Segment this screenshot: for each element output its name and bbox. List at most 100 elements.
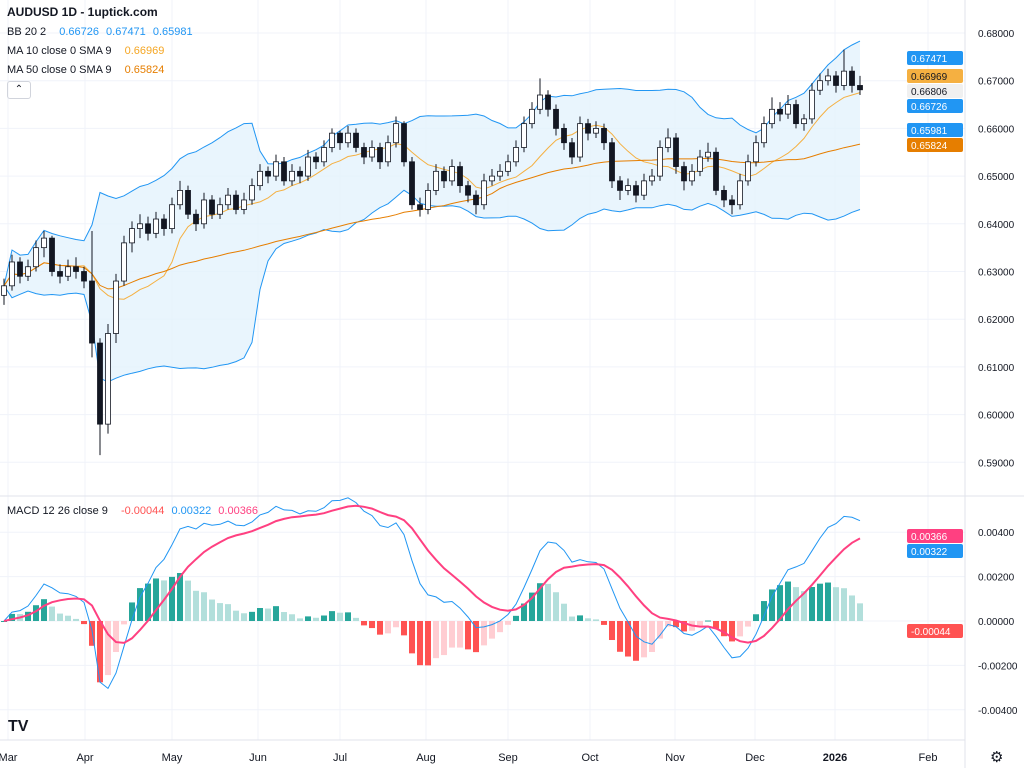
ma10-legend[interactable]: MA 10 close 0 SMA 9 0.66969	[7, 45, 168, 57]
chart-title: AUDUSD 1D - 1uptick.com	[7, 5, 158, 19]
macd-histogram-bar	[369, 621, 375, 629]
candle-body	[257, 170, 263, 187]
candle	[153, 211, 159, 239]
candle-body	[265, 170, 271, 177]
macd-histogram-bar	[833, 587, 839, 621]
candle	[721, 185, 727, 208]
macd-histogram-bar	[841, 588, 847, 621]
macd-line	[3, 497, 861, 690]
bb-label: BB 20 2	[7, 26, 47, 38]
macd-histogram-bar	[241, 613, 247, 621]
candle-body	[617, 180, 623, 191]
candle	[345, 126, 351, 148]
macd-tick-label: -0.00400	[978, 706, 1018, 717]
macd-histogram-bar	[73, 618, 79, 621]
candle	[49, 235, 55, 277]
candle-body	[409, 161, 415, 206]
candle-body	[57, 271, 63, 277]
price-tick-label: 0.63000	[978, 268, 1015, 279]
candle-body	[857, 85, 863, 91]
macd-histogram-bar	[449, 621, 455, 648]
macd-histogram-bar	[465, 621, 471, 650]
macd-histogram-bar	[753, 614, 759, 621]
candle	[777, 102, 783, 122]
macd-legend[interactable]: MACD 12 26 close 9 -0.00044 0.00322 0.00…	[7, 505, 262, 517]
candle-body	[601, 127, 607, 144]
time-tick-label: 2026	[823, 752, 847, 764]
time-tick-label: Nov	[665, 752, 685, 764]
macd-histogram-bar	[441, 621, 447, 656]
bb-legend[interactable]: BB 20 2 0.66726 0.67471 0.65981	[7, 26, 197, 38]
macd-histogram-bar	[393, 621, 399, 628]
candle	[441, 166, 447, 189]
candle	[489, 168, 495, 186]
macd-histogram-bar	[137, 588, 143, 621]
gear-icon[interactable]: ⚙	[990, 749, 1004, 766]
candle	[217, 197, 223, 220]
macd-histogram-bar	[433, 621, 439, 659]
candle-body	[625, 185, 631, 191]
macd-histogram-bar	[225, 604, 231, 621]
candle-body	[481, 180, 487, 206]
time-tick-label: May	[162, 752, 183, 764]
macd-histogram-bar	[785, 581, 791, 621]
macd-histogram-bar	[713, 621, 719, 629]
macd-histogram-bar	[705, 620, 711, 622]
candle-body	[489, 175, 495, 182]
candle-body	[385, 142, 391, 163]
candle	[729, 195, 735, 215]
ma50-price-label: 0.65824	[911, 141, 948, 152]
candle	[585, 118, 591, 141]
candle	[601, 123, 607, 150]
ma10-value: 0.66969	[124, 45, 165, 57]
candle	[769, 97, 775, 129]
candle-body	[785, 104, 791, 115]
candle-body	[329, 132, 335, 148]
ma10-price-label: 0.66969	[911, 72, 948, 83]
macd-value-label: 0.00322	[911, 547, 948, 558]
ma50-legend[interactable]: MA 50 close 0 SMA 9 0.65824	[7, 64, 168, 76]
candle-body	[161, 218, 167, 229]
candle	[89, 230, 95, 358]
candle	[17, 257, 23, 284]
candle-body	[137, 223, 143, 229]
candle	[545, 90, 551, 117]
candle	[409, 157, 415, 210]
candle	[249, 178, 255, 205]
macd-histogram-bar	[697, 621, 703, 626]
time-tick-label: Mar	[0, 752, 18, 764]
ma50-price-label-bg	[907, 138, 963, 152]
candle	[65, 259, 71, 282]
candle-body	[337, 132, 343, 144]
macd-histogram-bar	[609, 621, 615, 641]
candle-body	[217, 204, 223, 215]
candle-body	[361, 147, 367, 158]
time-tick-label: Feb	[919, 752, 938, 764]
candle-body	[73, 266, 79, 272]
candle	[129, 221, 135, 253]
candle	[817, 73, 823, 96]
macd-histogram-bar	[297, 618, 303, 621]
macd-histogram-bar	[729, 621, 735, 642]
candle	[505, 154, 511, 177]
macd-histogram-bar	[113, 621, 119, 652]
price-tick-label: 0.59000	[978, 458, 1015, 469]
macd-hist-value: -0.00044	[120, 505, 165, 517]
macd-histogram-bar	[777, 585, 783, 621]
candle-body	[193, 213, 199, 225]
candle	[209, 195, 215, 220]
macd-histogram-bar	[585, 618, 591, 621]
tradingview-logo[interactable]: TV	[8, 718, 29, 735]
candle	[833, 71, 839, 93]
signal-value-label: 0.00366	[911, 532, 948, 543]
candle	[353, 128, 359, 153]
chevron-up-icon[interactable]: ⌃	[7, 81, 31, 99]
macd-tick-label: 0.00000	[978, 617, 1015, 628]
macd-histogram-bar	[289, 614, 295, 621]
bb-lower-price-label-bg	[907, 123, 963, 137]
ma50-value: 0.65824	[124, 64, 165, 76]
macd-histogram-bar	[129, 602, 135, 621]
macd-histogram-bar	[473, 621, 479, 653]
candle	[689, 164, 695, 186]
